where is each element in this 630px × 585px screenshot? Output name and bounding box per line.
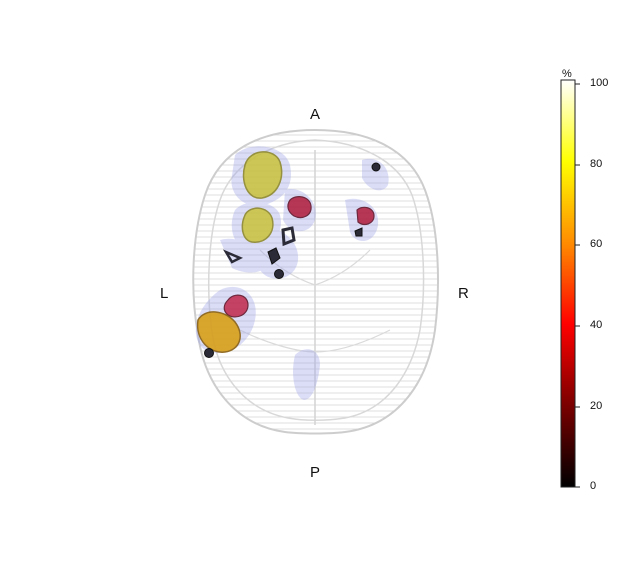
region-frontal-right-red [356,206,375,226]
brain-shell [192,128,439,435]
colorbar-tick-label: 40 [590,319,603,331]
colorbar-unit-label: % [562,68,572,80]
colorbar-tick-label: 0 [590,480,597,492]
colorbar-tick-label: 80 [590,158,603,170]
region-temporal-left-red [223,294,249,318]
region-frontal-left-upper [242,151,283,199]
orientation-anterior-label: A [310,106,321,123]
region-frontal-mid-red [287,196,312,219]
colorbar-tick-label: 20 [590,400,603,412]
colorbar-tick-label: 60 [590,238,603,250]
colorbar [560,79,580,488]
region-frontal-left-lower [241,207,274,243]
orientation-posterior-label: P [310,464,321,481]
colorbar-tick-label: 100 [590,77,609,89]
orientation-right-label: R [458,285,469,302]
colorbar-gradient [560,79,576,488]
region-temporal-left-orange [196,311,241,353]
dark-structures [204,162,381,358]
orientation-left-label: L [160,285,169,302]
